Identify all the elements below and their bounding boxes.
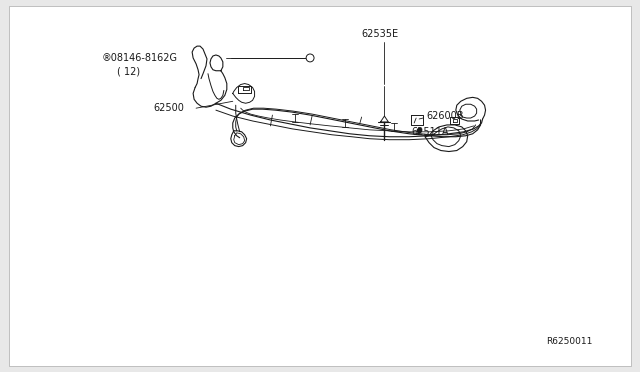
- Text: 62500: 62500: [154, 103, 184, 113]
- Text: ( 12): ( 12): [116, 67, 140, 77]
- Text: ®08146-8162G: ®08146-8162G: [102, 53, 178, 63]
- Text: R6250011: R6250011: [546, 337, 593, 346]
- Circle shape: [306, 54, 314, 62]
- FancyBboxPatch shape: [9, 6, 631, 366]
- Text: 62511A: 62511A: [412, 127, 449, 137]
- Text: 62535E: 62535E: [361, 29, 398, 39]
- Text: 62600B: 62600B: [426, 111, 463, 121]
